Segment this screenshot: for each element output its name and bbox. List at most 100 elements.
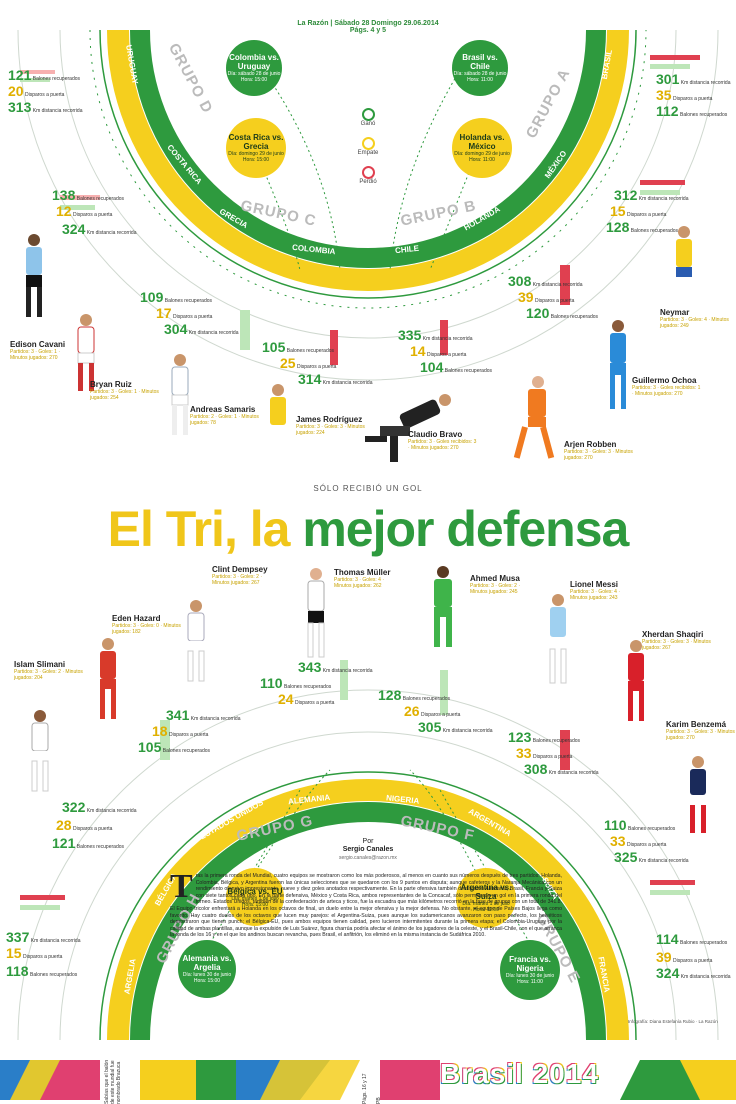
stat: 308 Km distancia recorrida: [508, 274, 583, 288]
stat-number: 313: [8, 99, 32, 115]
header-line: La Razón | Sábado 28 Domingo 29.06.2014: [297, 20, 439, 27]
bottom-arc: [17, 689, 719, 1041]
stat-label: Km distancia recorrida: [30, 938, 81, 944]
footer-text-2: Págs. 16 y 17: [362, 1073, 368, 1104]
draw-dot-icon: [361, 137, 375, 150]
match-info: Día: lunes 30 de junio: [505, 973, 555, 979]
stat: 324 Km distancia recorrida: [656, 966, 731, 980]
top-bars: [20, 55, 700, 365]
player-silhouette-icon: [270, 384, 286, 465]
stat-label: Disparos a puerta: [24, 92, 65, 98]
footer-text-3: PB: [376, 1097, 382, 1104]
stat-number: 17: [156, 305, 172, 321]
stat: 114 Balones recuperados: [656, 932, 727, 946]
stat-number: 112: [656, 103, 679, 119]
stat-number: 325: [614, 849, 638, 865]
player-stats: Partidos: 3 · Goles: 1 · Minutos jugados…: [90, 389, 159, 401]
stat-label: Km distancia recorrida: [322, 668, 373, 674]
player-dempsey: Clint Dempsey Partidos: 3 · Goles: 2 · Mi…: [212, 565, 272, 586]
player-silhouette-icon: [628, 640, 644, 721]
stat-label: Disparos a puerta: [532, 754, 573, 760]
stat-label: Disparos a puerta: [72, 212, 113, 218]
stat-number: 312: [614, 187, 638, 203]
stat: 28 Disparos a puerta: [56, 818, 112, 832]
player-silhouette-icon: [549, 594, 567, 684]
footer-banner: [0, 1056, 736, 1104]
stat-number: 109: [140, 289, 164, 305]
stat-label: Balones recuperados: [164, 298, 213, 304]
stat-number: 28: [56, 817, 72, 833]
legend: Ganó Empate Perdió: [348, 108, 388, 185]
stat: 39 Disparos a puerta: [518, 290, 574, 304]
match-hour: Hora: 11:00: [473, 907, 499, 913]
match-info: Día: sábado 28 de junio: [227, 71, 281, 77]
stat: 110 Balones recuperados: [260, 676, 331, 690]
player-musa: Ahmed Musa Partidos: 3 · Goles: 2 · Minut…: [470, 574, 530, 595]
player-silhouette-icon: [610, 320, 626, 409]
stat-label: Disparos a puerta: [672, 96, 713, 102]
stat-label: Balones recuperados: [627, 826, 676, 832]
stat: 341 Km distancia recorrida: [166, 708, 241, 722]
player-silhouette-icon: [171, 354, 189, 435]
stat: 335 Km distancia recorrida: [398, 328, 473, 342]
player-silhouette-icon: [100, 638, 116, 719]
player-name: James Rodríguez: [296, 415, 363, 424]
stat-label: Disparos a puerta: [22, 954, 63, 960]
stat-label: Balones recuperados: [679, 940, 728, 946]
stat-number: 104: [420, 359, 444, 375]
match-info: Día: sábado 28 de junio: [453, 71, 507, 77]
stat-label: Km distancia recorrida: [190, 716, 241, 722]
player-silhouette-icon: [26, 234, 42, 317]
player-figure-bravo: [360, 388, 460, 473]
match-title: Argentina vs. Suiza: [460, 883, 512, 901]
match-title: Bélgica vs. EU: [227, 886, 283, 896]
player-stats: Partidos: 3 · Goles: 3 · Minutos jugados…: [642, 639, 711, 651]
stat-label: Disparos a puerta: [172, 314, 213, 320]
stat: 301 Km distancia recorrida: [656, 72, 731, 86]
player-stats: Partidos: 3 · Goles: 4 · Minutos jugados…: [570, 589, 621, 601]
bottom-bars: [20, 660, 695, 910]
footer-text-1: Sabías que el balón de este mundial fue …: [104, 1059, 122, 1104]
player-stats: Partidos: 3 · Goles: 3 · Minutos jugados…: [296, 424, 365, 436]
stat-label: Balones recuperados: [444, 368, 493, 374]
stat-label: Balones recuperados: [550, 314, 599, 320]
player-messi: Lionel Messi Partidos: 3 · Goles: 4 · Min…: [570, 580, 630, 601]
player-name: Andreas Samaris: [190, 405, 256, 414]
stat: 105 Balones recuperados: [262, 340, 334, 354]
stat-label: Disparos a puerta: [294, 700, 335, 706]
stat-label: Disparos a puerta: [626, 212, 667, 218]
stat: 325 Km distancia recorrida: [614, 850, 689, 864]
stat-number: 301: [656, 71, 680, 87]
stat: 120 Balones recuperados: [526, 306, 598, 320]
player-figure-samaris: [160, 350, 200, 455]
player-cavani: Edison Cavani Partidos: 3 · Goles: 1 · Mi…: [10, 340, 70, 361]
player-silhouette-icon: [187, 600, 205, 682]
article-text: ras la primera ronda del Mundial, cuatro…: [170, 873, 562, 939]
stat-number: 39: [656, 949, 672, 965]
stat-label: Km distancia recorrida: [188, 330, 239, 336]
player-stats: Partidos: 3 · Goles: 1 · Minutos jugados…: [10, 349, 61, 361]
stat: 314 Km distancia recorrida: [298, 372, 373, 386]
player-ruiz: Bryan Ruiz Partidos: 3 · Goles: 1 · Minut…: [90, 380, 160, 401]
player-stats: Partidos: 3 · Goles: 0 · Minutos jugados…: [112, 623, 181, 635]
player-stats: Partidos: 3 · Goles recibidos: 3 · Minut…: [408, 439, 477, 451]
title-part1: El Tri, la: [107, 501, 303, 557]
player-stats: Partidos: 3 · Goles: 4 · Minutos jugados…: [660, 317, 729, 329]
stat-label: Km distancia recorrida: [548, 770, 599, 776]
stat-number: 343: [298, 659, 322, 675]
player-neymar: Neymar Partidos: 3 · Goles: 4 · Minutos j…: [660, 308, 730, 329]
player-hazard: Eden Hazard Partidos: 3 · Goles: 0 · Minu…: [112, 614, 182, 635]
player-silhouette-icon: [307, 568, 325, 658]
player-name: Arjen Robben: [564, 440, 617, 449]
stat-label: Balones recuperados: [32, 76, 81, 82]
match-hour: Hora: 15:00: [242, 157, 270, 163]
brasil-2014-logo: Brasil 2014: [440, 1058, 599, 1089]
stat: 109 Balones recuperados: [140, 290, 212, 304]
player-silhouette-icon: [690, 756, 706, 833]
player-name: Lionel Messi: [570, 580, 619, 589]
player-stats: Partidos: 3 · Goles recibidos: 1 · Minut…: [632, 385, 701, 397]
stat-number: 305: [418, 719, 442, 735]
stat: 110 Balones recuperados: [604, 818, 675, 832]
